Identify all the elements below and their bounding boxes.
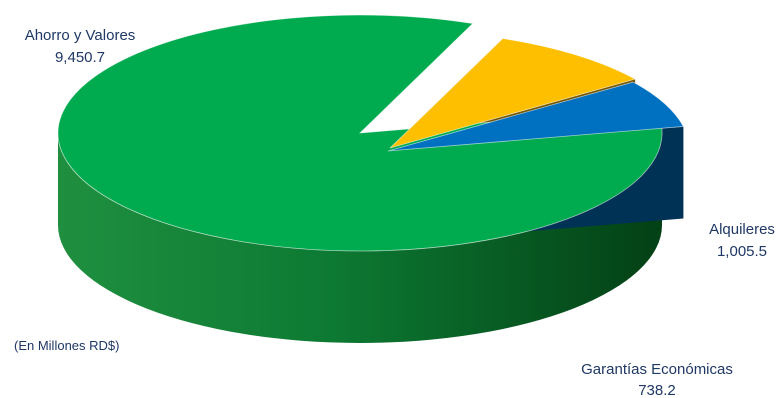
slice-top-garantias: [387, 81, 685, 152]
slice-side-ahorro: [58, 133, 662, 343]
value-ahorro: 9,450.7: [55, 49, 105, 66]
units-note: (En Millones RD$): [14, 338, 119, 353]
slice-top-alquileres: [389, 38, 637, 149]
value-garantias: 738.2: [638, 382, 676, 398]
slice-top-ahorro: [57, 14, 663, 252]
label-ahorro: Ahorro y Valores: [25, 27, 136, 44]
label-garantias: Garantías Económicas: [581, 361, 733, 378]
value-alquileres: 1,005.5: [717, 243, 767, 260]
label-alquileres: Alquileres: [709, 221, 775, 238]
pie-tops: [57, 14, 685, 252]
